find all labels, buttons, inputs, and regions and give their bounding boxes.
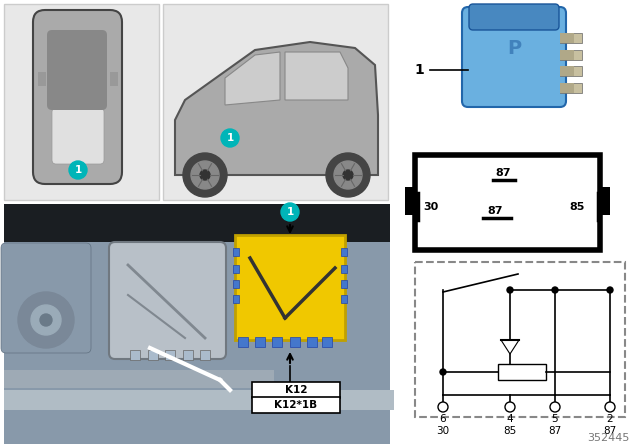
Bar (110, 72, 118, 86)
Circle shape (200, 170, 210, 180)
Bar (4, 4, 159, 200)
Bar (600, 187, 610, 215)
Bar (415, 155, 600, 250)
Circle shape (221, 129, 239, 147)
Circle shape (281, 203, 299, 221)
Bar (341, 295, 347, 303)
Bar (255, 337, 265, 347)
Circle shape (440, 369, 446, 375)
Bar (233, 295, 239, 303)
Text: 87: 87 (604, 426, 616, 436)
Bar (405, 187, 415, 215)
Text: 87: 87 (495, 168, 511, 178)
Text: 1: 1 (414, 63, 424, 77)
Bar (560, 66, 582, 76)
Bar (200, 350, 210, 360)
Text: 6: 6 (440, 414, 446, 424)
Bar (130, 350, 140, 360)
Circle shape (326, 153, 370, 197)
Bar (560, 33, 574, 43)
Bar (322, 337, 332, 347)
Circle shape (69, 161, 87, 179)
Circle shape (438, 402, 448, 412)
Bar (341, 265, 347, 273)
Bar (233, 280, 239, 288)
Bar (498, 364, 546, 380)
Bar (252, 382, 340, 398)
Circle shape (191, 161, 219, 189)
Bar (307, 337, 317, 347)
Text: 1: 1 (74, 165, 82, 175)
Bar (560, 50, 582, 60)
Text: 30: 30 (436, 426, 449, 436)
Circle shape (334, 161, 362, 189)
Text: 1: 1 (227, 133, 234, 143)
Circle shape (18, 292, 74, 348)
Circle shape (343, 170, 353, 180)
Bar (272, 337, 282, 347)
Bar (183, 350, 193, 360)
Bar (38, 72, 46, 86)
FancyBboxPatch shape (1, 243, 91, 353)
Bar (341, 280, 347, 288)
Bar (238, 337, 248, 347)
Bar (165, 350, 175, 360)
Text: 5: 5 (552, 414, 558, 424)
Circle shape (40, 314, 52, 326)
Circle shape (605, 402, 615, 412)
Text: 352445: 352445 (588, 433, 630, 443)
Text: 1: 1 (286, 207, 294, 217)
FancyBboxPatch shape (47, 30, 107, 110)
Text: P: P (507, 39, 521, 57)
Bar (415, 262, 625, 417)
Circle shape (31, 305, 61, 335)
Text: 30: 30 (424, 202, 438, 212)
Bar (148, 350, 158, 360)
Bar (290, 337, 300, 347)
Text: 2: 2 (607, 414, 613, 424)
Bar (233, 265, 239, 273)
Bar (4, 204, 390, 242)
Bar (4, 390, 394, 410)
Circle shape (507, 287, 513, 293)
Bar (4, 370, 274, 388)
Circle shape (550, 402, 560, 412)
Circle shape (552, 287, 558, 293)
FancyBboxPatch shape (52, 108, 104, 164)
Text: K12*1B: K12*1B (275, 400, 317, 410)
Polygon shape (225, 52, 280, 105)
Circle shape (183, 153, 227, 197)
FancyBboxPatch shape (109, 242, 226, 359)
Polygon shape (285, 52, 348, 100)
Text: 87: 87 (548, 426, 562, 436)
FancyBboxPatch shape (462, 7, 566, 107)
Polygon shape (175, 42, 378, 175)
Text: K12: K12 (285, 385, 307, 395)
Bar (233, 248, 239, 256)
Bar (252, 397, 340, 413)
Bar (560, 83, 582, 93)
Polygon shape (501, 340, 519, 354)
Text: 4: 4 (507, 414, 513, 424)
Bar (235, 235, 345, 340)
Text: 85: 85 (504, 426, 516, 436)
Text: 85: 85 (570, 202, 585, 212)
Bar (560, 66, 574, 76)
Bar (560, 83, 574, 93)
Bar (4, 204, 390, 444)
FancyBboxPatch shape (33, 10, 122, 184)
Circle shape (607, 287, 613, 293)
Bar (163, 4, 388, 200)
Bar (560, 33, 582, 43)
FancyBboxPatch shape (469, 4, 559, 30)
Bar (560, 50, 574, 60)
Text: 87: 87 (487, 206, 503, 216)
Bar (341, 248, 347, 256)
Circle shape (505, 402, 515, 412)
